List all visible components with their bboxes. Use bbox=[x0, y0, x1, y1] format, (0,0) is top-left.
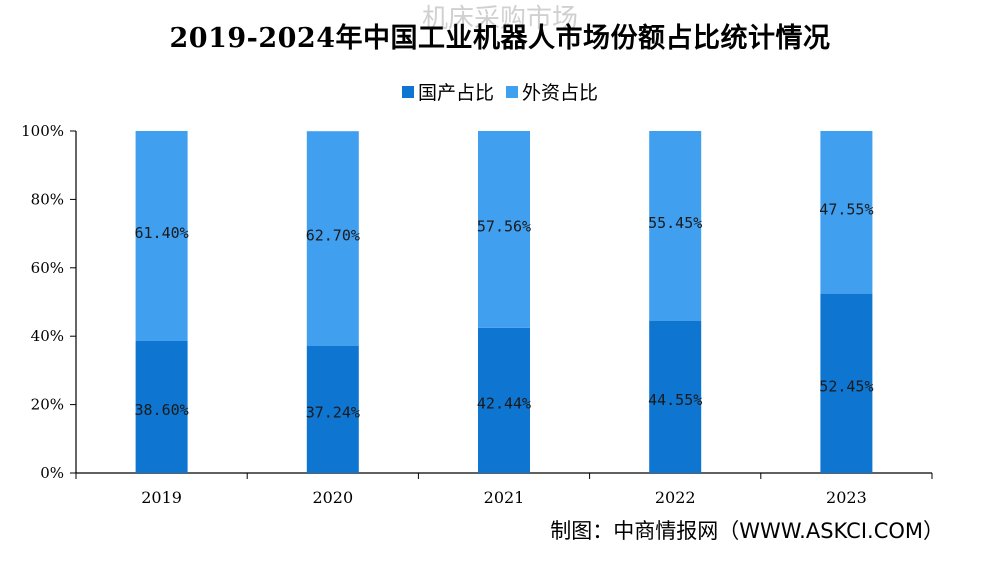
y-tick-label: 40% bbox=[31, 327, 64, 345]
bar-domestic-2023 bbox=[820, 293, 873, 473]
data-label-foreign-2023: 47.55% bbox=[819, 200, 873, 218]
x-tick-label-2019: 2019 bbox=[141, 488, 182, 507]
x-tick-label-2023: 2023 bbox=[826, 488, 867, 507]
bar-domestic-2020 bbox=[306, 345, 359, 473]
x-tick-label-2022: 2022 bbox=[655, 488, 696, 507]
legend-item-foreign: 外资占比 bbox=[506, 78, 598, 105]
x-tick-label-2021: 2021 bbox=[484, 488, 525, 507]
y-tick-label: 20% bbox=[31, 396, 64, 414]
data-label-foreign-2022: 55.45% bbox=[648, 214, 702, 232]
bar-domestic-2022 bbox=[649, 320, 702, 473]
y-tick-label: 60% bbox=[31, 259, 64, 277]
data-label-domestic-2023: 52.45% bbox=[819, 377, 873, 395]
bar-foreign-2023 bbox=[820, 131, 873, 294]
data-label-domestic-2020: 37.24% bbox=[306, 403, 360, 421]
data-label-domestic-2022: 44.55% bbox=[648, 391, 702, 409]
data-label-foreign-2019: 61.40% bbox=[135, 224, 189, 242]
y-tick-label: 80% bbox=[31, 190, 64, 208]
legend-swatch-domestic bbox=[401, 85, 414, 98]
watermark-text: 机床采购市场 bbox=[421, 4, 578, 34]
source-credit: 制图：中商情报网（WWW.ASKCI.COM） bbox=[550, 519, 944, 543]
y-tick-label: 100% bbox=[21, 122, 64, 140]
data-label-foreign-2021: 57.56% bbox=[477, 217, 531, 235]
legend-swatch-foreign bbox=[506, 85, 518, 98]
legend-label-foreign: 外资占比 bbox=[522, 82, 599, 104]
x-tick-label-2020: 2020 bbox=[312, 488, 353, 507]
data-label-foreign-2020: 62.70% bbox=[306, 226, 360, 244]
legend-item-domestic: 国产占比 bbox=[401, 78, 494, 105]
legend-label-domestic: 国产占比 bbox=[417, 82, 494, 104]
bar-foreign-2022 bbox=[649, 131, 702, 321]
bar-domestic-2019 bbox=[135, 340, 188, 473]
bar-foreign-2019 bbox=[135, 131, 188, 341]
chart-legend: 国产占比 外资占比 bbox=[0, 78, 1000, 105]
chart-title: 2019-2024年中国工业机器人市场份额占比统计情况 bbox=[169, 23, 831, 54]
bar-foreign-2020 bbox=[306, 131, 359, 346]
bar-foreign-2021 bbox=[478, 131, 530, 328]
bar-domestic-2021 bbox=[478, 327, 530, 473]
data-label-domestic-2019: 38.60% bbox=[135, 401, 189, 419]
data-label-domestic-2021: 42.44% bbox=[477, 394, 531, 412]
y-tick-label: 0% bbox=[40, 464, 64, 482]
